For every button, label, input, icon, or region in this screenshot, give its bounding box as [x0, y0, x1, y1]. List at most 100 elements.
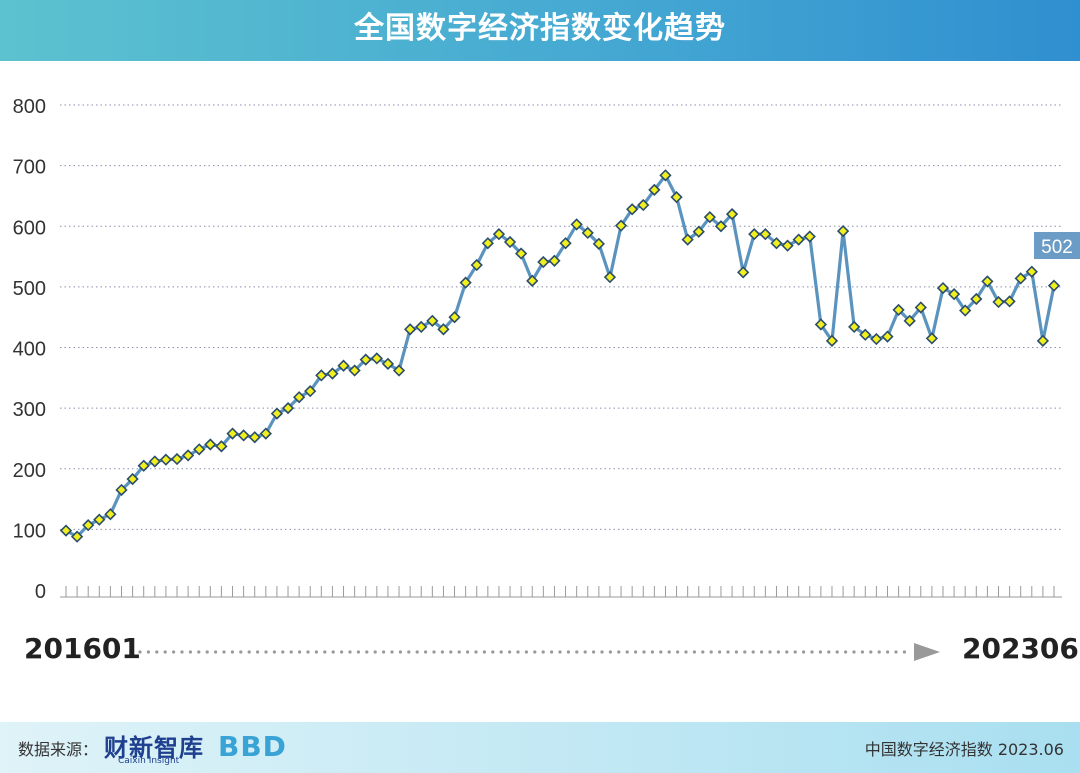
data-point [459, 276, 472, 289]
data-point [737, 266, 750, 279]
timeline-dot [844, 650, 848, 654]
data-point [526, 274, 539, 287]
data-point [370, 352, 383, 365]
data-point [981, 275, 994, 288]
timeline-dot [776, 650, 781, 654]
timeline-dot [684, 650, 688, 654]
timeline-dot [734, 650, 739, 654]
data-point [359, 353, 372, 366]
data-point [648, 183, 661, 197]
timeline-dot [474, 650, 478, 654]
data-point [559, 237, 572, 250]
data-point [82, 518, 95, 532]
data-point [426, 314, 439, 327]
timeline-dot [398, 650, 402, 654]
data-point [759, 227, 772, 241]
data-point [592, 237, 605, 250]
data-point [570, 218, 583, 231]
timeline-dot [642, 650, 646, 654]
data-point [415, 320, 428, 334]
data-point [947, 288, 961, 301]
data-point [870, 332, 883, 346]
timeline-dot [516, 650, 520, 654]
data-point [992, 295, 1005, 309]
timeline-dot [676, 650, 680, 654]
timeline-dot [718, 650, 722, 654]
y-tick-label: 600 [13, 217, 46, 239]
timeline-dot [424, 650, 428, 654]
data-point [659, 169, 672, 182]
timeline-dot [835, 650, 839, 654]
last-value-label: 502 [1041, 237, 1073, 258]
timeline-dot [508, 650, 512, 654]
data-point [903, 314, 916, 327]
timeline-dot [457, 650, 461, 654]
data-point [814, 318, 828, 331]
y-tick-label: 800 [13, 96, 46, 118]
data-point [825, 334, 839, 347]
timeline-dot [902, 650, 907, 654]
data-point [248, 431, 261, 444]
timeline-dot [894, 650, 898, 654]
data-point [714, 220, 728, 233]
data-point [914, 301, 927, 314]
data-point [159, 453, 173, 466]
timeline-dot [810, 650, 814, 654]
data-point [959, 304, 972, 317]
timeline-dot [482, 650, 486, 654]
data-point [1025, 265, 1038, 278]
timeline-dot [281, 650, 285, 654]
data-point [792, 233, 805, 246]
data-point [226, 427, 239, 440]
timeline-dot [205, 650, 209, 654]
timeline-dot [802, 650, 806, 654]
timeline-dot [407, 650, 411, 654]
line-chart: 0 100 200 300 400 500 600 700 800 502 [13, 96, 1080, 661]
data-point [848, 320, 861, 334]
data-point [448, 311, 461, 324]
data-point [770, 237, 783, 250]
data-point [70, 530, 84, 543]
data-point [437, 323, 450, 336]
timeline-dot [146, 650, 150, 654]
timeline-dot [558, 650, 562, 654]
data-point [936, 281, 950, 295]
data-point [315, 369, 328, 382]
timeline-dot [701, 650, 705, 654]
y-tick-label: 500 [13, 278, 46, 300]
timeline-dot [625, 650, 629, 654]
timeline-dot [743, 650, 747, 654]
data-point [337, 359, 350, 372]
timeline-dot [692, 650, 697, 654]
data-point [859, 328, 872, 341]
data-point [781, 239, 794, 252]
timeline-dot [155, 650, 159, 654]
y-tick-label: 0 [35, 581, 46, 603]
data-point [270, 407, 284, 420]
timeline-dot [264, 650, 268, 654]
timeline-dot [172, 650, 176, 654]
data-point [115, 483, 128, 497]
timeline-dot [415, 650, 419, 654]
timeline-dot [214, 650, 218, 654]
timeline-dot [247, 650, 251, 654]
timeline-dot [188, 650, 192, 654]
timeline-dot [365, 650, 369, 654]
timeline-dot [886, 650, 890, 654]
data-point [1014, 272, 1027, 285]
timeline-dot [356, 650, 360, 654]
timeline-dot [491, 650, 495, 654]
y-tick-label: 400 [13, 339, 46, 361]
data-point [215, 440, 228, 453]
timeline-dot [575, 650, 579, 654]
data-point [304, 385, 317, 398]
data-point [237, 429, 250, 442]
last-value-box [1034, 232, 1080, 259]
data-point [892, 303, 905, 317]
data-point [748, 227, 761, 241]
timeline-dot [608, 650, 613, 654]
data-point [93, 513, 106, 526]
timeline-dot [314, 650, 318, 654]
data-point [503, 235, 517, 249]
timeline-dot [331, 650, 335, 654]
